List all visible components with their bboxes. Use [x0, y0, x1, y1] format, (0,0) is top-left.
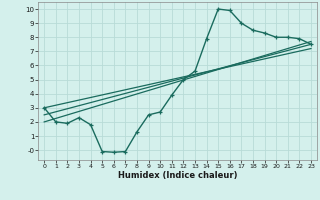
X-axis label: Humidex (Indice chaleur): Humidex (Indice chaleur) — [118, 171, 237, 180]
